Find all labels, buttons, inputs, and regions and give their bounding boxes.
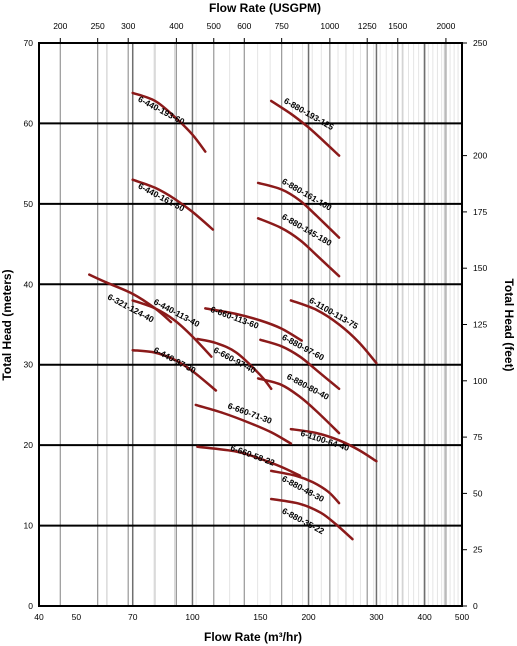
pump-curves bbox=[88, 91, 378, 541]
y2-tick-label: 0 bbox=[473, 601, 478, 611]
y-tick-label: 0 bbox=[28, 601, 33, 611]
x2-tick-label: 250 bbox=[91, 21, 105, 31]
x-tick-label: 200 bbox=[301, 612, 315, 622]
curve-label: 6-660-97-40 bbox=[212, 345, 258, 376]
x-tick-label: 50 bbox=[72, 612, 82, 622]
y2-tick-label: 25 bbox=[473, 545, 483, 555]
x-tick-label: 40 bbox=[34, 612, 44, 622]
y-tick-label: 70 bbox=[24, 38, 34, 48]
plot-frame bbox=[38, 42, 463, 607]
curve-labels: 6-440-193-606-440-161-506-321-124-406-44… bbox=[106, 94, 360, 536]
y2-tick-label: 100 bbox=[473, 376, 487, 386]
curve-label: 6-880-35-22 bbox=[280, 506, 326, 537]
curve-label: 6-440-193-60 bbox=[136, 94, 186, 127]
grid bbox=[39, 43, 463, 606]
y2-tick-label: 125 bbox=[473, 320, 487, 330]
pump-curve bbox=[289, 299, 378, 365]
x2-tick-label: 1500 bbox=[388, 21, 407, 31]
y-tick-label: 50 bbox=[24, 199, 34, 209]
pump-curve bbox=[256, 217, 341, 278]
x2-tick-label: 300 bbox=[121, 21, 135, 31]
x-tick-label: 500 bbox=[455, 612, 469, 622]
pump-curve bbox=[269, 497, 354, 541]
curve-label: 6-660-58-22 bbox=[229, 442, 276, 467]
pump-curve bbox=[269, 469, 341, 505]
curve-label: 6-1100-113-75 bbox=[308, 295, 361, 331]
pump-curve bbox=[289, 427, 378, 463]
y2-tick-label: 200 bbox=[473, 151, 487, 161]
x-tick-label: 400 bbox=[418, 612, 432, 622]
y2-tick-label: 175 bbox=[473, 207, 487, 217]
x2-tick-label: 2000 bbox=[436, 21, 455, 31]
x2-tick-label: 600 bbox=[237, 21, 251, 31]
x2-tick-label: 1250 bbox=[358, 21, 377, 31]
pump-curve bbox=[88, 273, 173, 324]
curve-label: 6-440-161-50 bbox=[137, 181, 187, 214]
bottom-axis-title: Flow Rate (m³/hr) bbox=[204, 630, 302, 644]
left-axis-title: Total Head (meters) bbox=[0, 269, 14, 380]
pump-curve bbox=[131, 178, 215, 231]
x-tick-label: 300 bbox=[369, 612, 383, 622]
y-tick-label: 30 bbox=[24, 360, 34, 370]
y2-tick-label: 150 bbox=[473, 263, 487, 273]
x-tick-label: 70 bbox=[128, 612, 138, 622]
pump-curve bbox=[259, 338, 341, 391]
y-tick-label: 10 bbox=[24, 521, 34, 531]
y-tick-label: 60 bbox=[24, 118, 34, 128]
top-axis-title: Flow Rate (USGPM) bbox=[209, 1, 321, 15]
x2-tick-label: 400 bbox=[169, 21, 183, 31]
pump-curve bbox=[194, 403, 293, 445]
x-tick-label: 100 bbox=[185, 612, 199, 622]
pump-curve bbox=[196, 445, 302, 477]
y2-tick-label: 75 bbox=[473, 432, 483, 442]
curve-label: 6-321-124-40 bbox=[106, 292, 156, 325]
right-axis-title: Total Head (feet) bbox=[502, 278, 516, 371]
pump-curve bbox=[269, 99, 341, 157]
y-tick-label: 20 bbox=[24, 440, 34, 450]
pump-curve bbox=[131, 348, 218, 392]
x2-tick-label: 1000 bbox=[320, 21, 339, 31]
x2-tick-label: 200 bbox=[53, 21, 67, 31]
x2-tick-label: 750 bbox=[275, 21, 289, 31]
pump-curve bbox=[204, 307, 303, 342]
pump-curve bbox=[256, 377, 341, 435]
pump-curve bbox=[131, 91, 207, 153]
y2-tick-label: 50 bbox=[473, 488, 483, 498]
curve-label: 6-880-145-180 bbox=[280, 211, 334, 248]
pump-curve bbox=[131, 299, 213, 358]
pump-curve bbox=[256, 181, 341, 239]
x-tick-label: 150 bbox=[253, 612, 267, 622]
curve-label: 6-1100-64-40 bbox=[299, 428, 350, 453]
y-tick-label: 40 bbox=[24, 279, 34, 289]
x2-tick-label: 500 bbox=[207, 21, 221, 31]
y2-tick-label: 250 bbox=[473, 38, 487, 48]
